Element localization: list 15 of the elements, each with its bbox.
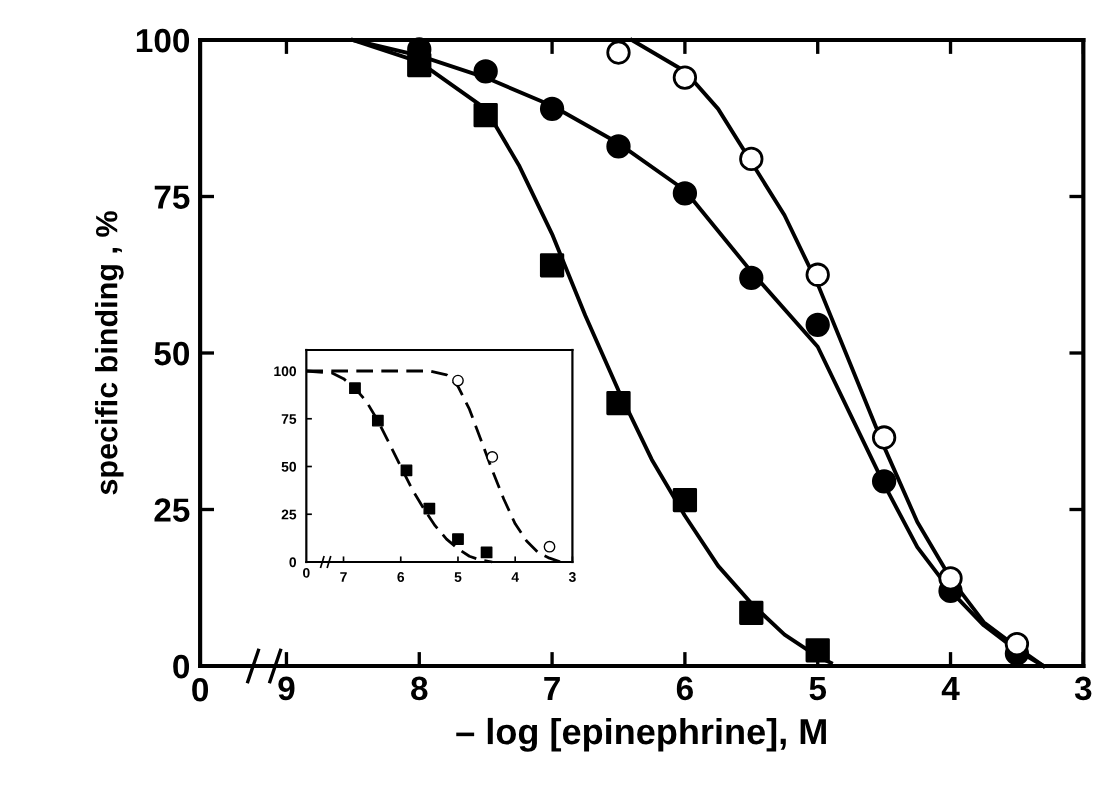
y-tick-label: 25 — [154, 498, 190, 522]
x-tick-label: 5 — [809, 676, 827, 701]
x-tick-label: 8 — [411, 676, 428, 701]
x-tick-label: 3 — [1074, 676, 1092, 701]
x-tick-label: 6 — [676, 676, 693, 701]
x-tick-label: 7 — [544, 676, 560, 700]
x-tick-label: 4 — [941, 676, 960, 700]
y-tick-label: 0 — [173, 654, 190, 679]
y-tick-label: 100 — [136, 28, 190, 53]
text: 0 — [192, 677, 209, 702]
x-tick-label: 9 — [278, 676, 295, 701]
y-axis-title: specific binding , % — [95, 211, 124, 495]
x-axis-title: – log [epinephrine], M — [456, 717, 826, 752]
y-tick-label: 50 — [154, 341, 190, 366]
y-tick-label: 75 — [154, 185, 190, 209]
